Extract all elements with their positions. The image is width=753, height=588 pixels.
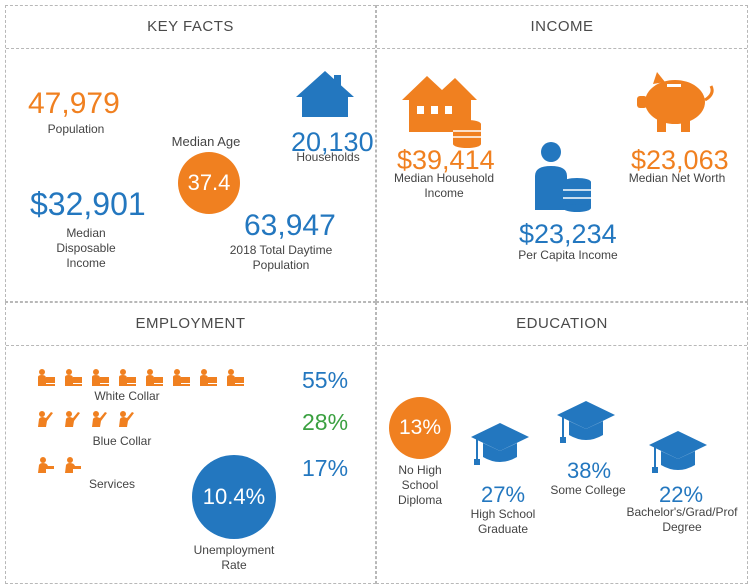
no-high-school-circle: 13% — [389, 397, 451, 459]
white-collar-worker-icon — [198, 367, 218, 387]
median-age-circle: 37.4 — [178, 152, 240, 214]
services-worker-icon — [36, 455, 56, 475]
services-icons — [36, 455, 96, 477]
white-collar-worker-icon — [225, 367, 245, 387]
education-panel: EDUCATION 13% No High School Diploma 27%… — [376, 302, 748, 584]
white-collar-worker-icon — [90, 367, 110, 387]
population-value: 47,979 — [28, 87, 120, 120]
blue-collar-icons — [36, 409, 176, 431]
per-capita-income-value: $23,234 — [519, 219, 617, 249]
white-collar-worker-icon — [36, 367, 56, 387]
key-facts-title: KEY FACTS — [6, 6, 375, 49]
daytime-population-label: 2018 Total Daytime Population — [229, 243, 333, 272]
education-title: EDUCATION — [377, 303, 747, 346]
household-income-label: Median Household Income — [393, 171, 495, 200]
households-label: Households — [296, 150, 360, 164]
white-collar-worker-icon — [117, 367, 137, 387]
blue-collar-worker-icon — [90, 409, 110, 429]
graduation-cap-icon — [649, 431, 707, 473]
services-worker-icon — [63, 455, 83, 475]
median-age-value: 37.4 — [187, 170, 231, 195]
some-college-label: Some College — [550, 483, 626, 497]
blue-collar-worker-icon — [63, 409, 83, 429]
white-collar-worker-icon — [63, 367, 83, 387]
disposable-income-value: $32,901 — [30, 186, 146, 222]
blue-collar-label: Blue Collar — [92, 434, 152, 448]
daytime-population-value: 63,947 — [244, 209, 336, 242]
income-title: INCOME — [377, 6, 747, 49]
white-collar-worker-icon — [171, 367, 191, 387]
unemployment-label: Unemployment Rate — [193, 543, 275, 572]
blue-collar-worker-icon — [36, 409, 56, 429]
bachelors-value: 22% — [659, 482, 704, 507]
bachelors-label: Bachelor's/Grad/Prof Degree — [626, 505, 738, 534]
household-income-value: $39,414 — [397, 145, 495, 175]
no-high-school-value: 13% — [398, 416, 442, 439]
net-worth-label: Median Net Worth — [628, 171, 726, 185]
disposable-income-label: Median Disposable Income — [56, 226, 116, 270]
house-coins-icon — [402, 76, 481, 148]
no-high-school-label: No High School Diploma — [397, 463, 442, 507]
white-collar-percent: 55% — [302, 367, 349, 393]
white-collar-icons — [36, 367, 276, 389]
population-label: Population — [47, 122, 105, 136]
white-collar-label: White Collar — [94, 389, 160, 403]
high-school-value: 27% — [481, 482, 526, 507]
median-age-label: Median Age — [171, 134, 241, 149]
high-school-label: High School Graduate — [470, 507, 536, 536]
piggy-bank-icon — [637, 72, 714, 132]
services-label: Services — [88, 477, 135, 491]
net-worth-value: $23,063 — [631, 145, 729, 175]
households-value: 20,130 — [291, 127, 374, 157]
unemployment-circle: 10.4% — [192, 455, 276, 539]
unemployment-value: 10.4% — [202, 484, 266, 509]
employment-title: EMPLOYMENT — [6, 303, 375, 346]
blue-collar-worker-icon — [117, 409, 137, 429]
services-percent: 17% — [302, 455, 349, 481]
graduation-cap-icon — [471, 423, 529, 465]
employment-panel: EMPLOYMENT White Collar 55% Blue Collar … — [5, 302, 376, 584]
blue-collar-percent: 28% — [302, 409, 349, 435]
graduation-cap-icon — [557, 401, 615, 443]
per-capita-income-label: Per Capita Income — [518, 248, 618, 262]
house-icon — [296, 71, 354, 117]
key-facts-panel: KEY FACTS 47,979 Population Median Age 3… — [5, 5, 376, 302]
some-college-value: 38% — [567, 458, 612, 483]
income-panel: INCOME $39,414 Median Household Income $… — [376, 5, 748, 302]
person-coins-icon — [535, 142, 591, 212]
white-collar-worker-icon — [144, 367, 164, 387]
